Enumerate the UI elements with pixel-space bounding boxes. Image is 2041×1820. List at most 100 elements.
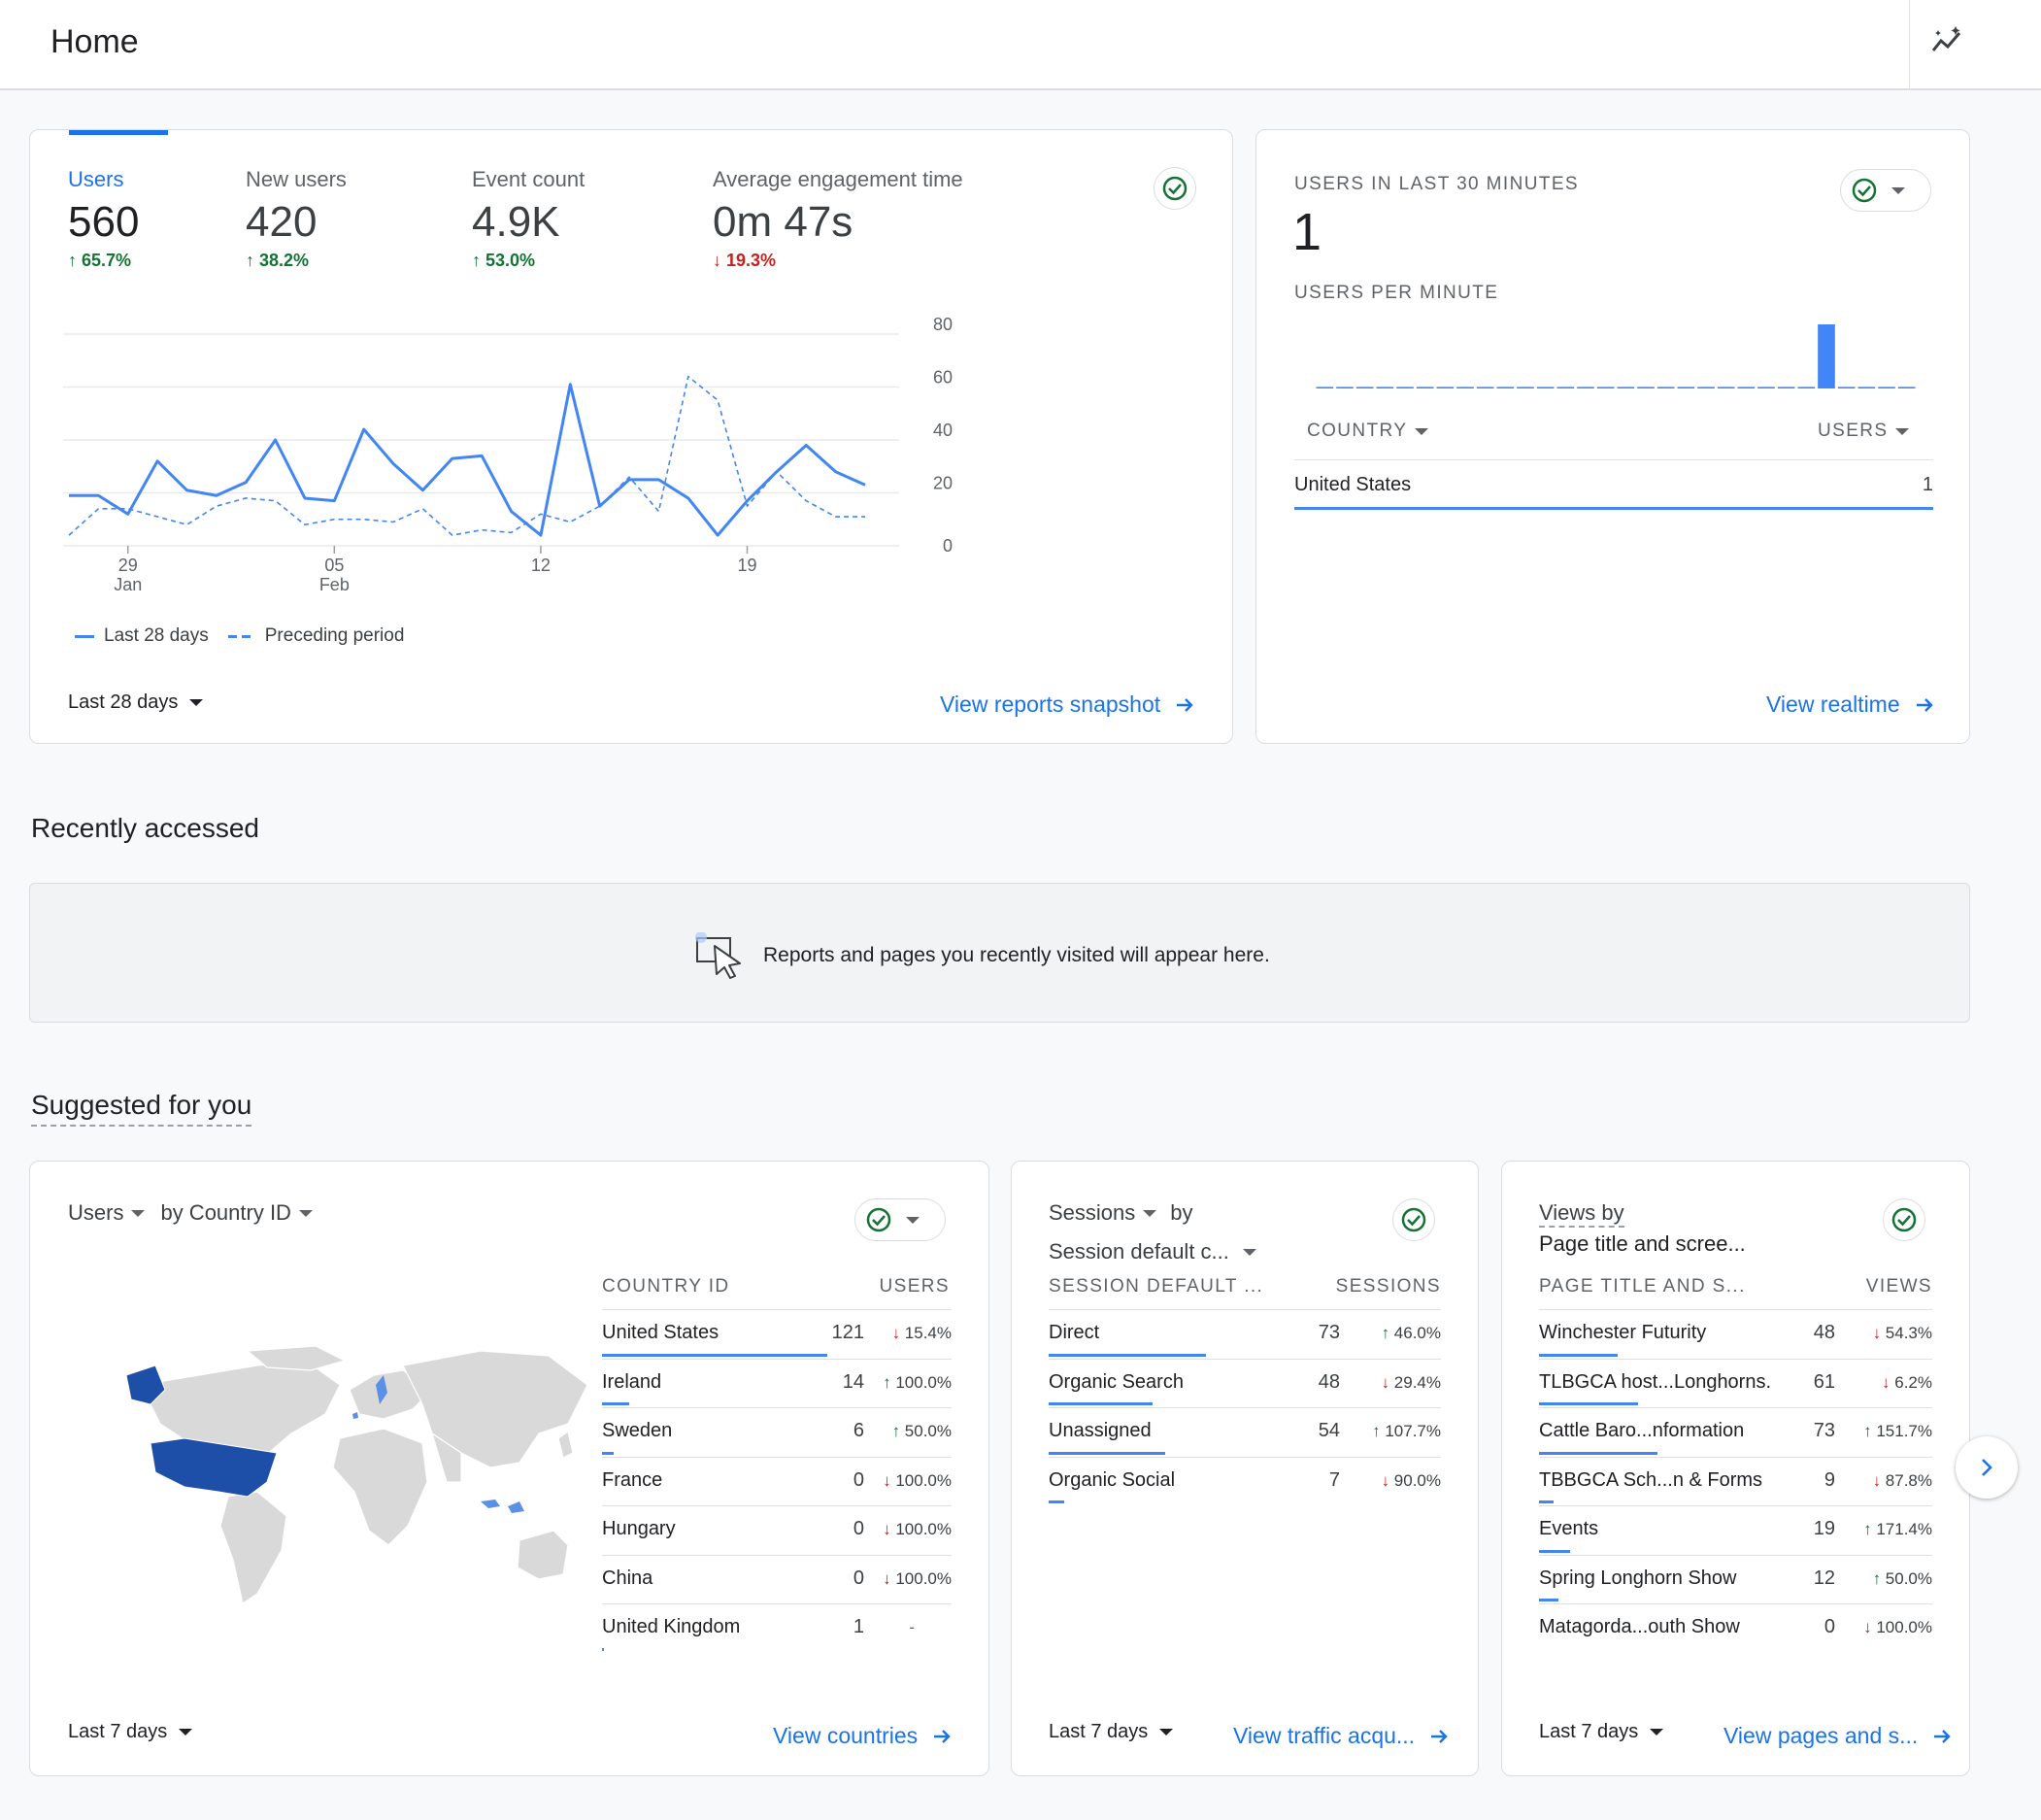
table-row[interactable]: United States 1: [1294, 472, 1933, 511]
row-value: 48: [1813, 1322, 1835, 1343]
row-delta: ↓ 100.0%: [883, 1520, 952, 1538]
metric-value: 4.9K: [472, 198, 560, 246]
metric-selector[interactable]: Users: [68, 1200, 146, 1226]
minute-bar: [1436, 387, 1455, 388]
date-range-selector[interactable]: Last 7 days: [1049, 1721, 1174, 1743]
caret-down-icon: [298, 1209, 313, 1217]
dimension-label[interactable]: Page title and scree...: [1539, 1231, 1746, 1256]
arrow-down-icon: ↓: [713, 251, 727, 270]
realtime-value: 1: [1292, 203, 1322, 261]
view-pages-link[interactable]: View pages and s...: [1723, 1723, 1953, 1749]
link-label: View realtime: [1766, 691, 1900, 717]
row-value: 12: [1813, 1567, 1835, 1589]
metric-delta: ↑ 38.2%: [246, 251, 310, 270]
link-label: View pages and s...: [1723, 1723, 1919, 1748]
arrow-down-icon: ↓: [1381, 1372, 1394, 1392]
value-bar: [1049, 1402, 1153, 1405]
date-range-selector[interactable]: Last 7 days: [1539, 1721, 1664, 1743]
page-title: Home: [50, 23, 139, 60]
table-row[interactable]: Winchester Futurity 48 ↓ 54.3%: [1539, 1309, 1932, 1359]
metric-event-count[interactable]: Event count 4.9K ↑ 53.0%: [472, 167, 585, 271]
minute-bar: [1376, 387, 1394, 388]
arrow-up-icon: ↑: [1863, 1520, 1877, 1538]
table-row[interactable]: Organic Search 48 ↓ 29.4%: [1049, 1358, 1441, 1408]
row-label: Cattle Baro...nformation: [1539, 1420, 1745, 1441]
row-value: 0: [853, 1567, 864, 1589]
insights-icon[interactable]: [1928, 21, 1967, 60]
metric-engagement-time[interactable]: Average engagement time 0m 47s ↓ 19.3%: [713, 167, 963, 271]
date-range-selector[interactable]: Last 28 days: [68, 691, 204, 714]
value-bar: [1539, 1353, 1618, 1357]
minute-bar: [1777, 387, 1795, 388]
table-row[interactable]: Matagorda...outh Show 0 ↓ 100.0%: [1539, 1603, 1932, 1653]
country-quality-menu[interactable]: [854, 1198, 946, 1241]
x-tick-label: 29: [118, 556, 138, 575]
users-per-minute-chart: [1316, 324, 1916, 388]
minute-bar: [1677, 387, 1695, 388]
caret-down-icon: [179, 1729, 193, 1736]
realtime-col-users[interactable]: USERS: [1818, 421, 1910, 442]
table-row[interactable]: Sweden 6 ↑ 50.0%: [602, 1407, 952, 1457]
table-row[interactable]: China 0 ↓ 100.0%: [602, 1554, 952, 1604]
arrow-up-icon: ↑: [1863, 1422, 1877, 1440]
row-label: Sweden: [602, 1420, 673, 1441]
card-title: Views by: [1539, 1200, 1624, 1228]
minute-bar: [1316, 387, 1334, 388]
value-bar: [1049, 1500, 1065, 1503]
table-row[interactable]: Unassigned 54 ↑ 107.7%: [1049, 1407, 1441, 1457]
carousel-next-button[interactable]: [1956, 1436, 2018, 1499]
check-circle-icon[interactable]: [1392, 1198, 1435, 1241]
table-row[interactable]: TLBGCA host...Longhorns. 61 ↓ 6.2%: [1539, 1358, 1932, 1408]
table-row[interactable]: Organic Social 7 ↓ 90.0%: [1049, 1456, 1441, 1506]
table-row[interactable]: United Kingdom 1 -: [602, 1603, 952, 1653]
minute-bar: [1617, 387, 1635, 388]
minute-bar: [1536, 387, 1555, 388]
arrow-down-icon: ↓: [1872, 1324, 1886, 1342]
view-reports-snapshot-link[interactable]: View reports snapshot: [940, 691, 1195, 718]
x-tick-label: 19: [738, 556, 757, 575]
suggested-title[interactable]: Suggested for you: [31, 1090, 252, 1127]
caret-down-icon: [189, 699, 204, 706]
row-value: 73: [1813, 1420, 1835, 1441]
map-base-land: [140, 1346, 588, 1604]
metric-selector[interactable]: Sessions: [1049, 1200, 1157, 1226]
table-row[interactable]: United States 121 ↓ 15.4%: [602, 1309, 952, 1359]
view-realtime-link[interactable]: View realtime: [1766, 691, 1935, 718]
metric-value: 420: [246, 198, 318, 246]
minute-bar: [1878, 387, 1895, 388]
metric-users[interactable]: Users 560 ↑ 65.7%: [68, 167, 139, 271]
check-circle-icon[interactable]: [1883, 1198, 1925, 1241]
row-label: Organic Social: [1049, 1468, 1176, 1491]
data-quality-check-icon[interactable]: [1154, 167, 1196, 210]
recent-empty-message: Reports and pages you recently visited w…: [693, 932, 1270, 979]
dimension-selector[interactable]: by Country ID: [160, 1200, 313, 1226]
date-range-selector[interactable]: Last 7 days: [68, 1721, 193, 1743]
header-divider: [1909, 0, 1910, 90]
realtime-quality-menu[interactable]: [1840, 169, 1931, 212]
value-bar: [1049, 1451, 1165, 1455]
table-row[interactable]: Hungary 0 ↓ 100.0%: [602, 1505, 952, 1555]
row-delta: ↑ 171.4%: [1863, 1520, 1932, 1538]
minute-bar: [1857, 387, 1876, 388]
table-row[interactable]: Direct 73 ↑ 46.0%: [1049, 1309, 1441, 1359]
arrow-up-icon: ↑: [1381, 1324, 1394, 1342]
caret-down-icon: [1143, 1209, 1157, 1217]
minute-bar: [1355, 387, 1374, 388]
row-value: 14: [842, 1370, 864, 1393]
dimension-selector[interactable]: Session default c...: [1049, 1239, 1256, 1264]
view-traffic-acquisition-link[interactable]: View traffic acqu...: [1233, 1723, 1450, 1749]
table-row[interactable]: France 0 ↓ 100.0%: [602, 1456, 952, 1506]
metric-new-users[interactable]: New users 420 ↑ 38.2%: [246, 167, 347, 271]
table-row[interactable]: TBBGCA Sch...n & Forms 9 ↓ 87.8%: [1539, 1456, 1932, 1506]
col-users: USERS: [879, 1276, 950, 1297]
table-row[interactable]: Events 19 ↑ 171.4%: [1539, 1505, 1932, 1555]
x-tick-label: 05: [324, 556, 344, 575]
y-tick-label: 40: [933, 421, 953, 440]
table-row[interactable]: Ireland 14 ↑ 100.0%: [602, 1358, 952, 1408]
table-row[interactable]: Cattle Baro...nformation 73 ↑ 151.7%: [1539, 1407, 1932, 1457]
realtime-col-country[interactable]: COUNTRY: [1307, 421, 1429, 442]
table-row[interactable]: Spring Longhorn Show 12 ↑ 50.0%: [1539, 1554, 1932, 1604]
view-countries-link[interactable]: View countries: [773, 1723, 953, 1749]
row-value: 7: [1328, 1468, 1340, 1491]
